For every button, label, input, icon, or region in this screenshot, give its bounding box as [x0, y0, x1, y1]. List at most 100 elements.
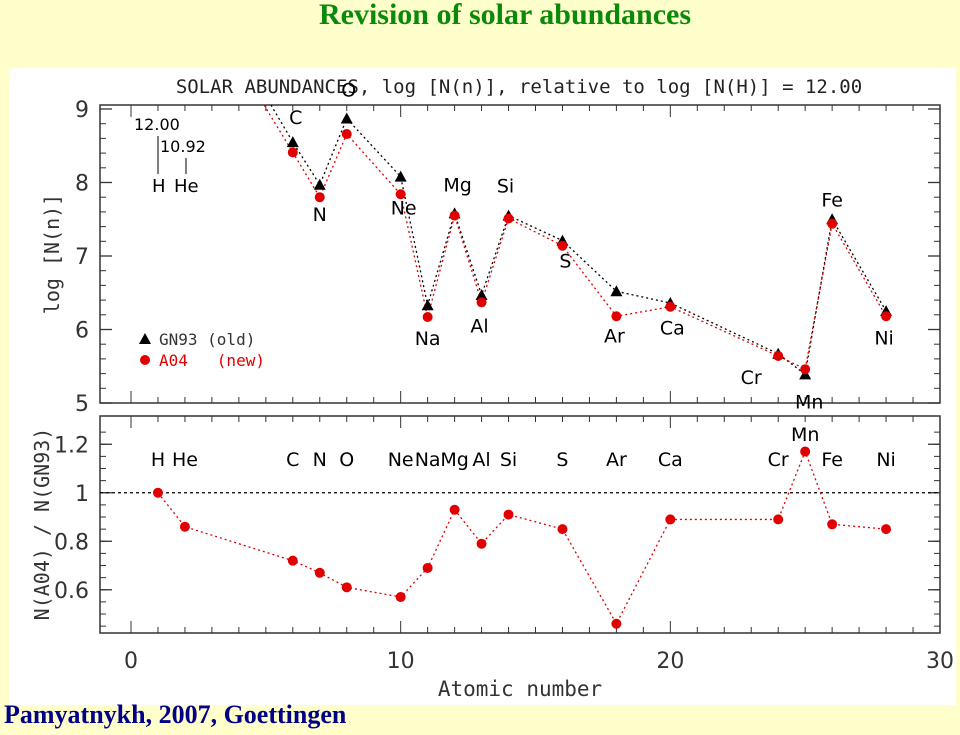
- ratio-circle-marker: [152, 487, 163, 498]
- a04-circle-marker: [557, 240, 568, 251]
- top-y-tick-label: 6: [75, 319, 89, 344]
- legend-label-old: GN93 (old): [159, 330, 255, 349]
- bottom-element-label: N: [313, 449, 327, 471]
- bottom-y-tick-label: 0.8: [54, 530, 89, 555]
- element-label: Mn: [795, 391, 823, 413]
- element-label: O: [341, 80, 356, 102]
- gn93-triangle-marker: [475, 288, 488, 300]
- ratio-circle-marker: [449, 504, 460, 515]
- gn93-triangle-marker: [421, 299, 434, 311]
- a04-circle-marker: [800, 364, 811, 375]
- x-tick-label: 0: [124, 649, 138, 674]
- ratio-circle-marker: [179, 521, 190, 532]
- bottom-ticks: 0 10 20 30 0.6 0.8 1 1.2: [54, 416, 954, 674]
- top-series-markers: [286, 112, 893, 380]
- element-label: Al: [470, 315, 488, 337]
- element-label: N: [313, 204, 327, 226]
- top-y-tick-label: 8: [75, 172, 89, 197]
- ratio-circle-marker: [314, 567, 325, 578]
- inset-he-value: 10.92: [160, 137, 206, 156]
- bottom-element-label: O: [339, 449, 354, 471]
- a04-circle-marker: [773, 350, 784, 361]
- element-label: Mg: [443, 174, 471, 196]
- inset-he-label: He: [174, 176, 199, 197]
- bottom-y-tick-label: 1.2: [54, 433, 89, 458]
- top-y-tick-label: 5: [75, 392, 89, 417]
- element-label: C: [289, 107, 302, 129]
- top-ticks: 5 6 7 8 9: [75, 98, 941, 417]
- element-label: Ar: [604, 325, 625, 347]
- bottom-element-label: Mn: [791, 424, 819, 446]
- ratio-circle-marker: [773, 514, 784, 525]
- element-label: Cr: [741, 367, 762, 389]
- bottom-element-label: Na: [415, 449, 441, 471]
- a04-circle-marker: [422, 312, 433, 323]
- inset-h-he: 12.00 10.92 H He: [134, 115, 206, 197]
- a04-circle-marker: [503, 213, 514, 224]
- x-tick-label: 20: [656, 649, 684, 674]
- gn93-triangle-marker: [610, 285, 623, 297]
- a04-circle-marker: [665, 301, 676, 312]
- ratio-circle-marker: [881, 524, 892, 535]
- ratio-circle-marker: [827, 519, 838, 530]
- a04-circle-marker: [395, 189, 406, 200]
- bottom-element-label: Ar: [606, 449, 627, 471]
- x-tick-label: 30: [926, 649, 954, 674]
- element-label: Ni: [874, 327, 894, 349]
- gn93-triangle-marker: [313, 178, 326, 190]
- chart-title-group: SOLAR ABUNDANCES, log [N(n)], relative t…: [176, 76, 862, 98]
- series-line-a04: [263, 104, 887, 371]
- element-label: Ca: [660, 318, 685, 340]
- footer-credit: Pamyatnykh, 2007, Goettingen: [4, 700, 347, 729]
- ratio-series-line: [157, 449, 887, 626]
- bottom-element-label: He: [172, 449, 198, 471]
- ratio-circle-marker: [476, 538, 487, 549]
- x-axis-label: Atomic number: [438, 677, 602, 701]
- bottom-element-label: Si: [500, 449, 517, 471]
- gn93-triangle-marker: [340, 112, 353, 124]
- ratio-circle-marker: [557, 524, 568, 535]
- legend-label-new: A04 (new): [159, 351, 265, 370]
- ratio-circle-marker: [341, 582, 352, 593]
- bottom-element-label: S: [556, 449, 568, 471]
- bottom-element-label: Ca: [658, 449, 683, 471]
- a04-circle-marker: [314, 192, 325, 203]
- inset-h-label: H: [152, 176, 166, 197]
- a04-circle-marker: [476, 297, 487, 308]
- ratio-circle-marker: [287, 555, 298, 566]
- element-label: Na: [415, 328, 441, 350]
- top-series-lines: [263, 104, 887, 376]
- x-tick-label: 10: [387, 649, 415, 674]
- a04-circle-marker: [611, 311, 622, 322]
- bottom-panel-frame: [99, 415, 941, 634]
- inset-h-value: 12.00: [134, 115, 180, 134]
- bottom-element-label: Ne: [388, 449, 414, 471]
- bottom-y-tick-label: 0.6: [54, 579, 89, 604]
- gn93-triangle-marker: [394, 170, 407, 182]
- ratio-circle-marker: [665, 514, 676, 525]
- bottom-y-tick-label: 1: [75, 482, 89, 507]
- top-panel-frame: [99, 104, 941, 404]
- a04-circle-marker: [449, 210, 460, 221]
- bottom-element-label: Ni: [876, 449, 896, 471]
- chart-title: SOLAR ABUNDANCES, log [N(n)], relative t…: [176, 76, 862, 98]
- element-label: Fe: [821, 189, 843, 211]
- ratio-circle-marker: [422, 562, 433, 573]
- bottom-element-label: Mg: [440, 449, 468, 471]
- a04-circle-marker: [287, 147, 298, 158]
- bottom-series-lines: [157, 449, 887, 626]
- bottom-element-label: Cr: [768, 449, 789, 471]
- legend-marker-old: [139, 333, 151, 344]
- bottom-element-label: C: [286, 449, 299, 471]
- abundance-chart: SOLAR ABUNDANCES, log [N(n)], relative t…: [30, 76, 954, 701]
- gn93-triangle-marker: [286, 136, 299, 148]
- bottom-element-label: H: [151, 449, 165, 471]
- ratio-circle-marker: [503, 509, 514, 520]
- bottom-y-axis-label: N(A04) / N(GN93): [30, 428, 54, 621]
- ratio-circle-marker: [395, 592, 406, 603]
- element-label: Si: [497, 176, 514, 198]
- legend: GN93 (old) A04 (new): [139, 330, 265, 370]
- element-label: S: [559, 251, 571, 273]
- top-element-labels: C N O Ne Na Mg Al Si S Ar Ca Cr Mn Fe Ni: [289, 80, 894, 414]
